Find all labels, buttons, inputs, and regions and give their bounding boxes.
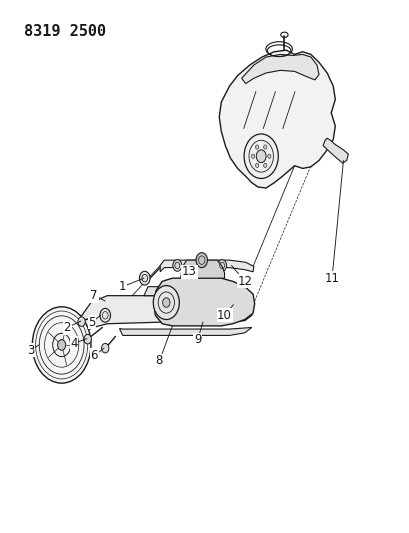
Text: 10: 10 [217,309,231,322]
Circle shape [78,317,85,326]
Polygon shape [154,278,254,326]
Circle shape [267,154,270,158]
Text: 9: 9 [193,333,201,346]
Text: 7: 7 [90,289,98,302]
Circle shape [153,286,179,319]
Polygon shape [219,50,335,188]
Polygon shape [144,287,251,296]
Text: 2: 2 [63,321,71,334]
Text: 4: 4 [70,337,77,350]
Circle shape [139,271,150,285]
Text: 8319 2500: 8319 2500 [24,23,106,39]
Circle shape [173,260,181,271]
Text: 1: 1 [119,280,126,293]
Text: 6: 6 [90,349,98,362]
Circle shape [100,309,110,322]
Text: 8: 8 [155,354,163,367]
Text: 12: 12 [237,275,252,288]
Circle shape [255,163,258,167]
Circle shape [256,150,265,163]
Circle shape [57,340,65,350]
Polygon shape [79,296,252,333]
Circle shape [263,163,266,167]
Circle shape [255,145,258,149]
Polygon shape [180,260,224,278]
Polygon shape [241,54,318,84]
Circle shape [196,253,207,268]
Polygon shape [160,260,253,272]
Text: 11: 11 [324,272,339,285]
Text: 5: 5 [88,316,95,329]
Circle shape [162,298,170,308]
Circle shape [217,260,226,271]
Polygon shape [322,138,348,163]
Circle shape [263,145,266,149]
Text: 3: 3 [27,344,34,357]
Circle shape [84,334,91,344]
Text: 13: 13 [182,265,196,278]
Circle shape [251,154,254,158]
Circle shape [32,307,91,383]
Polygon shape [119,327,251,335]
Circle shape [243,134,278,179]
Circle shape [101,343,109,353]
